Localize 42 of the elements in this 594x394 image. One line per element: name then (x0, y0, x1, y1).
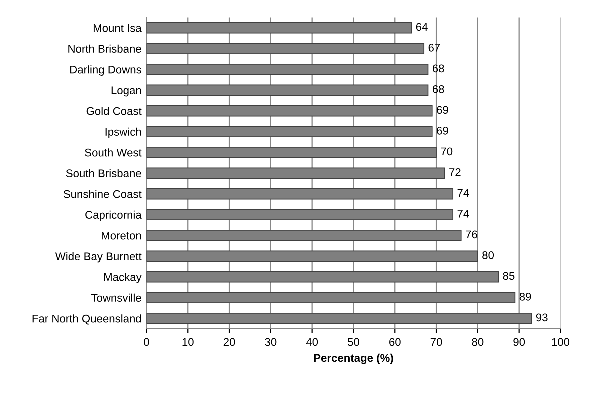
y-tick-label: Moreton (102, 232, 142, 240)
y-tick-label: Far North Queensland (32, 314, 142, 325)
x-tick-label: 50 (348, 338, 360, 346)
y-tick-label: North Brisbane (68, 44, 142, 53)
data-label: 80 (482, 251, 494, 260)
x-tick-label: 10 (182, 338, 194, 346)
data-label: 69 (437, 106, 448, 114)
x-tick-label: 100 (552, 338, 570, 346)
data-label: 67 (428, 44, 440, 52)
x-tick-label: 0 (144, 338, 150, 346)
x-tick-label: 90 (514, 338, 526, 346)
x-axis-title: Percentage (%) (314, 354, 394, 364)
y-tick-label: Mount Isa (94, 24, 142, 32)
y-tick-label: Sunshine Coast (64, 190, 142, 198)
data-label: 68 (432, 64, 444, 73)
x-tick-label: 40 (306, 338, 318, 346)
data-label: 74 (458, 189, 470, 197)
y-tick-label: Wide Bay Burnett (55, 252, 142, 263)
y-tick-label: Logan (112, 86, 142, 97)
y-tick-label: Mackay (104, 273, 142, 284)
data-label: 74 (458, 210, 470, 218)
y-tick-label: Ipswich (106, 128, 142, 138)
data-label: 70 (441, 148, 453, 156)
x-tick-label: 60 (390, 338, 401, 346)
data-label: 85 (503, 272, 515, 280)
data-label: 93 (536, 314, 548, 322)
data-label: 69 (437, 126, 448, 135)
y-tick-label: Capricornia (86, 210, 142, 222)
data-label: 64 (416, 23, 428, 32)
x-tick-label: 80 (472, 338, 484, 346)
y-tick-label: South Brisbane (66, 169, 142, 178)
x-tick-label: 70 (430, 338, 442, 346)
data-label: 72 (450, 168, 461, 176)
y-tick-label: Gold Coast (86, 107, 142, 116)
data-label: 89 (520, 292, 532, 301)
y-tick-label: Darling Downs (70, 66, 142, 76)
y-tick-label: Townsville (91, 294, 142, 302)
y-tick-label: South West (85, 148, 142, 157)
x-tick-label: 30 (265, 338, 277, 346)
x-tick-label: 20 (224, 338, 236, 346)
data-label: 76 (466, 230, 478, 239)
data-label: 68 (432, 85, 444, 94)
